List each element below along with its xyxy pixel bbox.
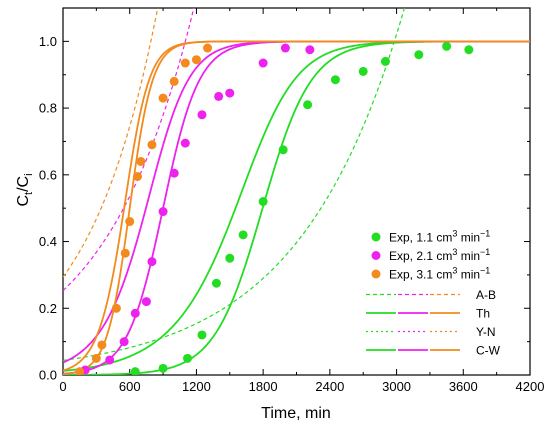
y-tick-label: 0.8 [39, 101, 57, 116]
data-point-series-2 [147, 257, 157, 267]
data-point-series-1 [358, 66, 368, 76]
y-axis-title-sub1: t [23, 192, 35, 195]
legend-label-sup: 3 [452, 247, 457, 257]
legend-label-sup: −1 [480, 229, 490, 239]
data-point-series-1 [238, 230, 248, 240]
y-tick-label: 0.0 [39, 368, 57, 383]
data-point-series-3 [91, 353, 101, 363]
legend-label-text: min [457, 231, 480, 245]
data-point-series-1 [330, 75, 340, 85]
legend-label-c-w: C-W [476, 344, 501, 358]
data-point-series-2 [258, 58, 268, 68]
x-tick-label: 1200 [182, 379, 211, 394]
x-tick-label: 600 [119, 379, 141, 394]
y-tick-labels: 0.0 0.2 0.4 0.6 0.8 1.0 [39, 34, 57, 383]
legend-label-text: Exp, 3.1 cm [389, 268, 452, 282]
data-point-series-2 [141, 297, 151, 307]
legend-marker-series-2 [371, 251, 381, 260]
x-tick-label: 2400 [315, 379, 344, 394]
data-point-series-3 [136, 156, 146, 166]
data-point-series-1 [258, 197, 268, 207]
y-tick-label: 0.2 [39, 301, 57, 316]
axes-ticks [62, 7, 531, 376]
x-tick-labels: 0 600 1200 1800 2400 3000 3600 4200 [59, 379, 544, 394]
curve-a-b-series-1 [63, 8, 406, 361]
data-point-series-1 [197, 330, 207, 340]
data-point-series-3 [132, 171, 142, 181]
curve-a-b-series-2 [63, 8, 195, 292]
legend-label-text: min [457, 268, 480, 282]
data-point-series-2 [158, 207, 168, 217]
data-point-series-3 [180, 58, 190, 68]
x-axis-title: Time, min [261, 405, 331, 422]
y-tick-label: 0.6 [39, 167, 57, 182]
data-point-series-1 [303, 100, 313, 110]
data-point-series-2 [197, 110, 207, 120]
data-point-series-2 [305, 45, 315, 55]
curve-th-series-1 [63, 40, 530, 375]
data-point-series-2 [119, 337, 129, 347]
legend-label-sup: −1 [480, 266, 490, 276]
legend-label-y-n: Y-N [476, 325, 496, 339]
data-point-series-3 [158, 93, 168, 103]
data-point-series-1 [442, 41, 452, 51]
data-point-series-1 [278, 145, 288, 155]
legend-label-text: Exp, 1.1 cm [389, 231, 452, 245]
data-point-series-1 [225, 253, 235, 263]
legend-marker-series-3 [371, 269, 381, 279]
y-axis-title-sub2: i [23, 173, 35, 175]
legend-label-a-b: A-B [476, 288, 496, 302]
data-point-series-3 [97, 340, 107, 350]
data-point-series-1 [211, 278, 221, 288]
legend-label-sup: −1 [480, 247, 490, 257]
y-tick-label: 0.4 [39, 234, 57, 249]
model-curves [63, 8, 530, 375]
legend-label-series-1: Exp, 1.1 cm3 min−1 [389, 229, 490, 245]
data-point-series-2 [105, 355, 115, 365]
data-point-series-3 [191, 55, 201, 65]
legend-label-text: Exp, 2.1 cm [389, 249, 452, 263]
data-point-series-1 [158, 363, 168, 373]
curve-y-n-series-1 [63, 40, 530, 375]
data-point-series-3 [120, 248, 130, 258]
curve-c-w-series-3 [63, 40, 530, 372]
legend-label-series-3: Exp, 3.1 cm3 min−1 [389, 266, 490, 282]
data-point-series-3 [169, 76, 179, 86]
legend-label-sup: 3 [452, 229, 457, 239]
experimental-points [75, 41, 474, 375]
data-point-series-1 [380, 56, 390, 66]
y-axis-title-main: C [15, 195, 32, 207]
data-point-series-2 [180, 138, 190, 148]
data-point-series-2 [169, 168, 179, 178]
legend-label-th: Th [476, 307, 490, 321]
x-tick-label: 3600 [449, 379, 478, 394]
data-point-series-1 [130, 367, 140, 375]
legend-label-sup: 3 [452, 266, 457, 276]
data-point-series-2 [214, 91, 224, 101]
data-point-series-2 [225, 88, 235, 98]
data-point-series-2 [130, 308, 140, 318]
y-tick-label: 1.0 [39, 34, 57, 49]
x-tick-label: 4200 [516, 379, 545, 394]
data-point-series-3 [147, 140, 157, 150]
x-tick-label: 1800 [249, 379, 278, 394]
legend-marker-series-1 [371, 232, 381, 242]
data-point-series-3 [203, 43, 213, 53]
data-point-series-2 [280, 43, 290, 53]
x-tick-label: 0 [59, 379, 66, 394]
data-point-series-3 [125, 217, 135, 227]
data-point-series-1 [414, 50, 424, 60]
legend-label-series-2: Exp, 2.1 cm3 min−1 [389, 247, 490, 263]
x-tick-label: 3000 [382, 379, 411, 394]
y-axis-title: Ct/Ci [15, 173, 35, 206]
data-point-series-3 [75, 367, 85, 375]
curve-th-series-2 [63, 40, 530, 375]
y-axis-title-sep: /C [15, 176, 32, 192]
data-point-series-1 [183, 353, 193, 363]
data-point-series-1 [464, 45, 474, 55]
legend-label-text: min [457, 249, 480, 263]
data-point-series-3 [111, 303, 121, 313]
